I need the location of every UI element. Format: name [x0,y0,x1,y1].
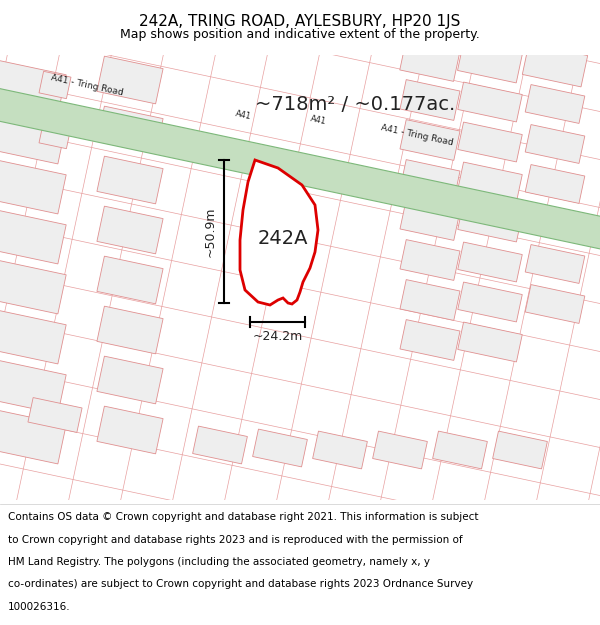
Bar [400,79,460,121]
Text: Map shows position and indicative extent of the property.: Map shows position and indicative extent… [120,28,480,41]
Bar [400,199,460,241]
Bar [523,43,587,87]
Bar [458,202,522,242]
Text: ~50.9m: ~50.9m [204,206,217,257]
Bar [313,431,367,469]
Bar [0,256,66,314]
Bar [193,426,247,464]
Polygon shape [240,160,318,305]
Text: 100026316.: 100026316. [8,601,70,611]
Text: 242A: 242A [258,229,308,248]
Bar [97,306,163,354]
Text: HM Land Registry. The polygons (including the associated geometry, namely x, y: HM Land Registry. The polygons (includin… [8,557,430,567]
Text: Contains OS data © Crown copyright and database right 2021. This information is : Contains OS data © Crown copyright and d… [8,512,478,522]
Bar [28,398,82,432]
Bar [39,121,71,149]
Text: co-ordinates) are subject to Crown copyright and database rights 2023 Ordnance S: co-ordinates) are subject to Crown copyr… [8,579,473,589]
Bar [525,244,585,283]
Bar [525,164,585,203]
Bar [493,431,547,469]
Bar [400,319,460,361]
Text: A41: A41 [310,114,328,126]
Bar [97,156,163,204]
Bar [0,206,66,264]
Bar [0,106,66,164]
Text: A41 - Tring Road: A41 - Tring Road [50,73,124,97]
Bar [525,204,585,243]
Bar [97,56,163,104]
Bar [458,282,522,322]
Bar [525,284,585,323]
Text: to Crown copyright and database rights 2023 and is reproduced with the permissio: to Crown copyright and database rights 2… [8,535,463,545]
Text: 242A, TRING ROAD, AYLESBURY, HP20 1JS: 242A, TRING ROAD, AYLESBURY, HP20 1JS [139,14,461,29]
Bar [97,256,163,304]
Bar [97,406,163,454]
Bar [253,429,307,467]
Bar [373,431,427,469]
Bar [400,239,460,281]
Bar [458,82,522,122]
Bar [0,156,66,214]
Bar [458,322,522,362]
Bar [400,159,460,201]
Bar [0,356,66,414]
Bar [0,56,66,114]
Text: A41 - Tring Road: A41 - Tring Road [380,123,454,147]
Bar [433,431,487,469]
Bar [0,306,66,364]
Bar [97,206,163,254]
Bar [0,406,66,464]
Bar [525,124,585,163]
Bar [97,356,163,404]
Bar [458,162,522,202]
Text: A41: A41 [235,109,253,121]
Bar [458,242,522,282]
Bar [400,39,460,81]
Bar [39,71,71,99]
Bar [458,41,523,83]
Bar [400,119,460,161]
Text: ~718m² / ~0.177ac.: ~718m² / ~0.177ac. [255,96,455,114]
Polygon shape [0,85,600,252]
Bar [97,106,163,154]
Text: ~24.2m: ~24.2m [253,330,302,343]
Bar [458,122,522,162]
Bar [400,279,460,321]
Bar [525,84,585,123]
